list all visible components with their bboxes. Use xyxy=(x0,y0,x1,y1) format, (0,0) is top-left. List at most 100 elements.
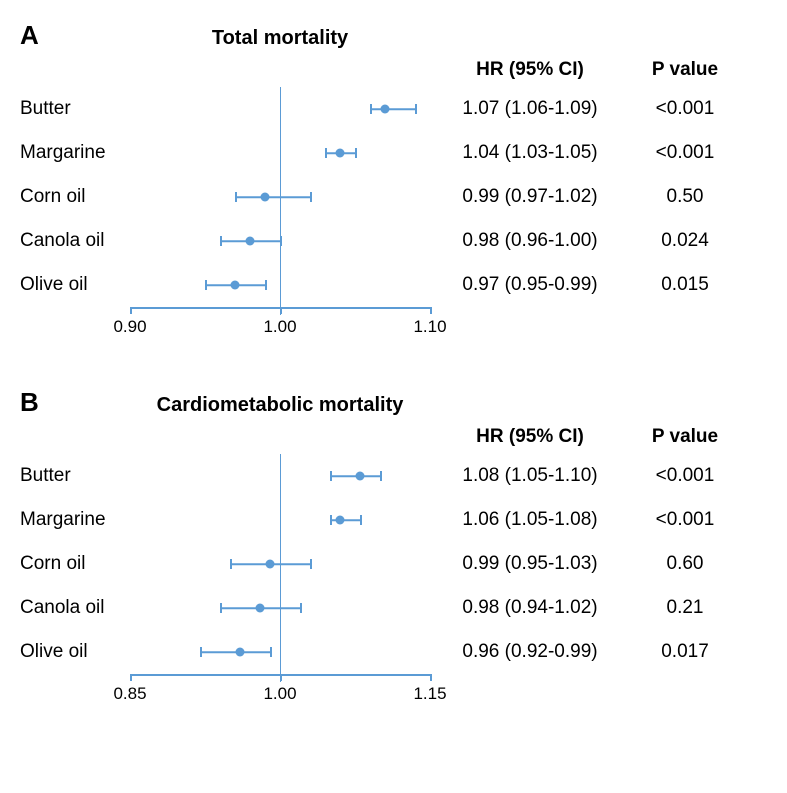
hr-cell: 1.08 (1.05-1.10) xyxy=(430,465,630,487)
row-label: Margarine xyxy=(20,498,130,542)
hr-cell: 0.96 (0.92-0.99) xyxy=(430,641,630,663)
point-estimate xyxy=(336,149,345,158)
forest-row xyxy=(130,498,430,542)
axis-tick xyxy=(430,307,432,314)
axis-tick-label: 0.90 xyxy=(113,317,146,337)
ci-line xyxy=(330,519,360,521)
forest-plot xyxy=(130,87,430,307)
point-estimate xyxy=(356,472,365,481)
ci-cap-low xyxy=(330,515,332,525)
row-label: Olive oil xyxy=(20,263,130,307)
column-headers: HR (95% CI)P value xyxy=(20,59,767,81)
ci-cap-high xyxy=(310,192,312,202)
axis-tick xyxy=(130,674,132,681)
row-label: Canola oil xyxy=(20,586,130,630)
panel-header: A Total mortality xyxy=(20,20,767,51)
point-estimate xyxy=(336,516,345,525)
hr-header: HR (95% CI) xyxy=(430,59,630,81)
ci-cap-low xyxy=(205,280,207,290)
forest-row xyxy=(130,131,430,175)
ci-cap-high xyxy=(280,236,282,246)
panel-title: Total mortality xyxy=(130,27,430,50)
row-label: Corn oil xyxy=(20,542,130,586)
p-cell: 0.015 xyxy=(630,274,740,296)
forest-row xyxy=(130,175,430,219)
forest-row xyxy=(130,219,430,263)
data-row: 1.07 (1.06-1.09)<0.001 xyxy=(430,87,740,131)
data-columns: 1.07 (1.06-1.09)<0.0011.04 (1.03-1.05)<0… xyxy=(430,87,740,307)
ci-line xyxy=(235,196,310,198)
ci-cap-low xyxy=(220,236,222,246)
p-cell: 0.21 xyxy=(630,597,740,619)
point-estimate xyxy=(246,237,255,246)
ci-cap-low xyxy=(220,603,222,613)
data-row: 1.06 (1.05-1.08)<0.001 xyxy=(430,498,740,542)
axis-tick-label: 1.15 xyxy=(413,684,446,704)
ci-cap-low xyxy=(235,192,237,202)
panel-b: BCardiometabolic mortality HR (95% CI)P v… xyxy=(20,387,767,714)
panel-a: ATotal mortalityHR (95% CI)P valueButter… xyxy=(20,20,767,347)
forest-row xyxy=(130,630,430,674)
x-axis: 0.851.001.15 xyxy=(130,674,430,714)
ci-cap-high xyxy=(380,471,382,481)
ci-cap-high xyxy=(360,515,362,525)
forest-row xyxy=(130,87,430,131)
ci-line xyxy=(370,108,415,110)
row-label: Butter xyxy=(20,454,130,498)
axis-tick-label: 0.85 xyxy=(113,684,146,704)
hr-cell: 1.07 (1.06-1.09) xyxy=(430,98,630,120)
ci-cap-high xyxy=(415,104,417,114)
p-header: P value xyxy=(630,426,740,448)
data-row: 0.99 (0.97-1.02)0.50 xyxy=(430,175,740,219)
point-estimate xyxy=(261,193,270,202)
p-cell: 0.017 xyxy=(630,641,740,663)
forest-row xyxy=(130,263,430,307)
data-row: 1.08 (1.05-1.10)<0.001 xyxy=(430,454,740,498)
data-row: 0.99 (0.95-1.03)0.60 xyxy=(430,542,740,586)
row-label: Butter xyxy=(20,87,130,131)
ci-cap-high xyxy=(310,559,312,569)
point-estimate xyxy=(381,105,390,114)
axis-tick xyxy=(430,674,432,681)
data-columns: 1.08 (1.05-1.10)<0.0011.06 (1.05-1.08)<0… xyxy=(430,454,740,674)
point-estimate xyxy=(266,560,275,569)
panel-letter: A xyxy=(20,20,60,51)
panel-letter: B xyxy=(20,387,60,418)
data-row: 0.96 (0.92-0.99)0.017 xyxy=(430,630,740,674)
p-cell: 0.60 xyxy=(630,553,740,575)
point-estimate xyxy=(236,648,245,657)
hr-cell: 0.98 (0.96-1.00) xyxy=(430,230,630,252)
p-header: P value xyxy=(630,59,740,81)
ci-cap-high xyxy=(300,603,302,613)
data-row: 0.97 (0.95-0.99)0.015 xyxy=(430,263,740,307)
ci-cap-low xyxy=(330,471,332,481)
x-axis: 0.901.001.10 xyxy=(130,307,430,347)
p-cell: 0.024 xyxy=(630,230,740,252)
axis-tick xyxy=(280,307,282,314)
forest-plot xyxy=(130,454,430,674)
hr-cell: 1.04 (1.03-1.05) xyxy=(430,142,630,164)
ci-cap-high xyxy=(265,280,267,290)
axis-tick-label: 1.00 xyxy=(263,317,296,337)
ci-cap-low xyxy=(325,148,327,158)
point-estimate xyxy=(256,604,265,613)
hr-cell: 1.06 (1.05-1.08) xyxy=(430,509,630,531)
data-row: 1.04 (1.03-1.05)<0.001 xyxy=(430,131,740,175)
ci-cap-low xyxy=(200,647,202,657)
hr-cell: 0.97 (0.95-0.99) xyxy=(430,274,630,296)
point-estimate xyxy=(231,281,240,290)
hr-cell: 0.99 (0.95-1.03) xyxy=(430,553,630,575)
panel-header: BCardiometabolic mortality xyxy=(20,387,767,418)
data-row: 0.98 (0.94-1.02)0.21 xyxy=(430,586,740,630)
p-cell: <0.001 xyxy=(630,509,740,531)
data-row: 0.98 (0.96-1.00)0.024 xyxy=(430,219,740,263)
ci-cap-low xyxy=(230,559,232,569)
p-cell: <0.001 xyxy=(630,142,740,164)
hr-header: HR (95% CI) xyxy=(430,426,630,448)
forest-row xyxy=(130,454,430,498)
forest-row xyxy=(130,586,430,630)
row-label: Corn oil xyxy=(20,175,130,219)
axis-tick-label: 1.00 xyxy=(263,684,296,704)
forest-plot-figure: ATotal mortalityHR (95% CI)P valueButter… xyxy=(20,20,767,714)
p-cell: 0.50 xyxy=(630,186,740,208)
